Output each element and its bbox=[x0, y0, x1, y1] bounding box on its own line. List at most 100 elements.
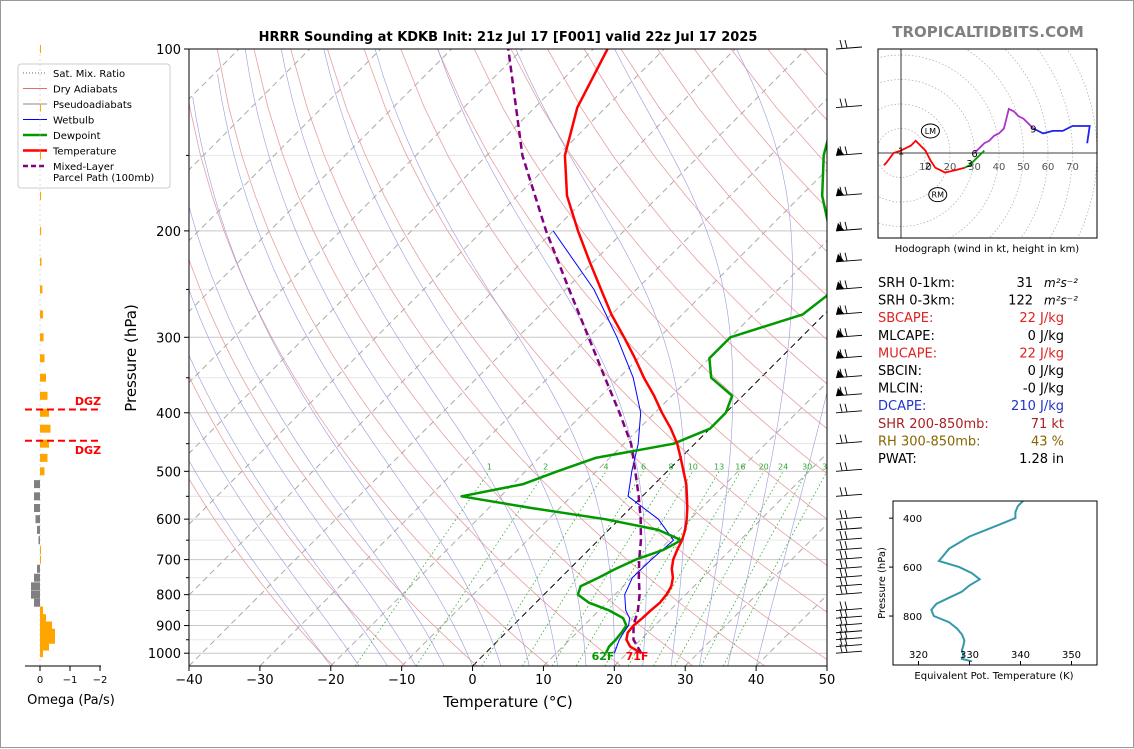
chart-title: HRRR Sounding at KDKB Init: 21z Jul 17 [… bbox=[259, 30, 758, 45]
wind-barb-shaft bbox=[836, 494, 862, 496]
surface-temp-label: 71F bbox=[626, 650, 649, 663]
wind-barb-feather bbox=[845, 577, 847, 585]
omega-bar bbox=[40, 374, 46, 382]
dgz-label-bottom: DGZ bbox=[75, 444, 101, 457]
hodograph-trace bbox=[975, 109, 1034, 153]
hodograph-height-label: 9 bbox=[1030, 125, 1036, 136]
index-value: -0 J/kg bbox=[1023, 382, 1064, 397]
wind-barb-pennant bbox=[836, 370, 844, 378]
wind-barb-shaft bbox=[836, 411, 862, 413]
mixing-ratio-label: 30 bbox=[802, 462, 812, 471]
isotherm-line bbox=[756, 49, 1134, 666]
skewt-profiles bbox=[462, 49, 877, 653]
theta-e-line bbox=[931, 501, 1023, 661]
omega-bar bbox=[34, 492, 40, 500]
dry-adiabat bbox=[768, 49, 1134, 666]
index-value: 22 J/kg bbox=[1019, 311, 1064, 326]
wind-barb-feather bbox=[840, 541, 842, 549]
y-tick-label: 400 bbox=[156, 407, 181, 422]
hodograph-ring-label: 70 bbox=[1066, 162, 1079, 173]
index-label: SBCAPE: bbox=[878, 311, 933, 326]
x-tick-label: 0 bbox=[468, 673, 476, 688]
skewt-ylabel: Pressure (hPa) bbox=[122, 304, 140, 412]
dry-adiabat bbox=[144, 49, 477, 666]
wind-barb-shaft bbox=[836, 567, 862, 569]
y-tick-label: 800 bbox=[156, 589, 181, 604]
index-value: 0 J/kg bbox=[1028, 329, 1064, 344]
wind-barb-feather bbox=[845, 349, 847, 357]
wind-barb-shaft bbox=[836, 651, 862, 653]
wind-barb-feather bbox=[845, 222, 847, 230]
wind-barb-feather bbox=[845, 510, 847, 518]
wind-barb-feather bbox=[840, 521, 842, 529]
index-value: 22 J/kg bbox=[1019, 346, 1064, 361]
hodograph-height-label: 6 bbox=[971, 149, 977, 160]
omega-tick-label: −2 bbox=[93, 675, 108, 686]
omega-bar bbox=[40, 151, 41, 159]
moist-adiabat bbox=[438, 49, 647, 666]
omega-bar bbox=[31, 591, 40, 599]
mixing-ratio-line bbox=[701, 471, 807, 666]
theta-y-tick-label: 800 bbox=[903, 612, 922, 623]
wind-barb-feather bbox=[840, 40, 842, 48]
index-unit: m²s⁻² bbox=[1044, 294, 1078, 308]
wind-barb-feather bbox=[845, 531, 847, 539]
x-tick-label: 40 bbox=[748, 673, 765, 688]
dry-adiabat bbox=[254, 49, 693, 666]
omega-bar bbox=[40, 643, 49, 651]
omega-bar bbox=[40, 45, 41, 53]
wind-barb-feather bbox=[840, 577, 842, 585]
wind-barb-feather bbox=[845, 404, 847, 412]
omega-tick-label: −1 bbox=[63, 675, 78, 686]
omega-bar bbox=[40, 556, 41, 564]
wind-barb-pennant bbox=[836, 254, 844, 262]
storm-motion-label: LM bbox=[925, 127, 936, 136]
dewpoint-line bbox=[462, 49, 877, 653]
wind-barb-shaft bbox=[836, 469, 862, 471]
wind-barb-feather bbox=[845, 609, 847, 617]
index-label: RH 300-850mb: bbox=[878, 434, 981, 449]
index-label: MUCAPE: bbox=[878, 346, 937, 361]
moist-adiabat bbox=[170, 118, 444, 666]
omega-bar bbox=[40, 622, 52, 630]
moist-adiabat bbox=[96, 203, 330, 666]
omega-bar bbox=[37, 565, 40, 573]
wind-barb-pennant bbox=[836, 147, 844, 155]
wind-barb-feather bbox=[845, 187, 847, 195]
omega-bar bbox=[40, 310, 43, 318]
wind-barb-feather bbox=[845, 99, 847, 107]
wind-barb-feather bbox=[840, 569, 842, 577]
mixing-ratio-label: 8 bbox=[668, 462, 673, 471]
wind-barb-pennant bbox=[836, 188, 844, 196]
omega-xlabel: Omega (Pa/s) bbox=[27, 693, 115, 708]
x-tick-label: −20 bbox=[317, 673, 344, 688]
wind-barb-feather bbox=[845, 560, 847, 568]
wind-barb-pennant bbox=[836, 388, 844, 396]
hodograph-height-label: 1 bbox=[898, 147, 904, 158]
index-value: 43 % bbox=[1031, 434, 1064, 449]
omega-bar bbox=[40, 392, 48, 400]
hodograph-ring-label: 50 bbox=[1017, 162, 1030, 173]
index-label: SRH 0-1km: bbox=[878, 276, 955, 291]
wind-barb-feather bbox=[840, 435, 842, 443]
omega-bar bbox=[40, 607, 43, 615]
y-tick-label: 600 bbox=[156, 513, 181, 528]
index-label: SBCIN: bbox=[878, 364, 922, 379]
theta-e-ylabel: Pressure (hPa) bbox=[877, 547, 888, 619]
y-tick-label: 900 bbox=[156, 620, 181, 635]
wind-barb-feather bbox=[845, 462, 847, 470]
wind-barb-shaft bbox=[836, 517, 862, 519]
moist-adiabat bbox=[615, 49, 733, 666]
wind-barb-feather bbox=[845, 435, 847, 443]
index-unit: m²s⁻² bbox=[1044, 276, 1078, 290]
dgz-label-top: DGZ bbox=[75, 395, 101, 408]
theta-e-xlabel: Equivalent Pot. Temperature (K) bbox=[914, 671, 1073, 682]
wind-barb-feather bbox=[845, 146, 847, 154]
hodograph-frame bbox=[878, 49, 1097, 238]
index-value: 0 J/kg bbox=[1028, 364, 1064, 379]
hodograph-trace bbox=[1033, 126, 1089, 143]
wind-barb-shaft bbox=[836, 548, 862, 550]
mixing-ratio-line bbox=[522, 471, 643, 666]
mixing-ratio-label: 13 bbox=[714, 462, 724, 471]
mixing-ratio-label: 10 bbox=[688, 462, 698, 471]
